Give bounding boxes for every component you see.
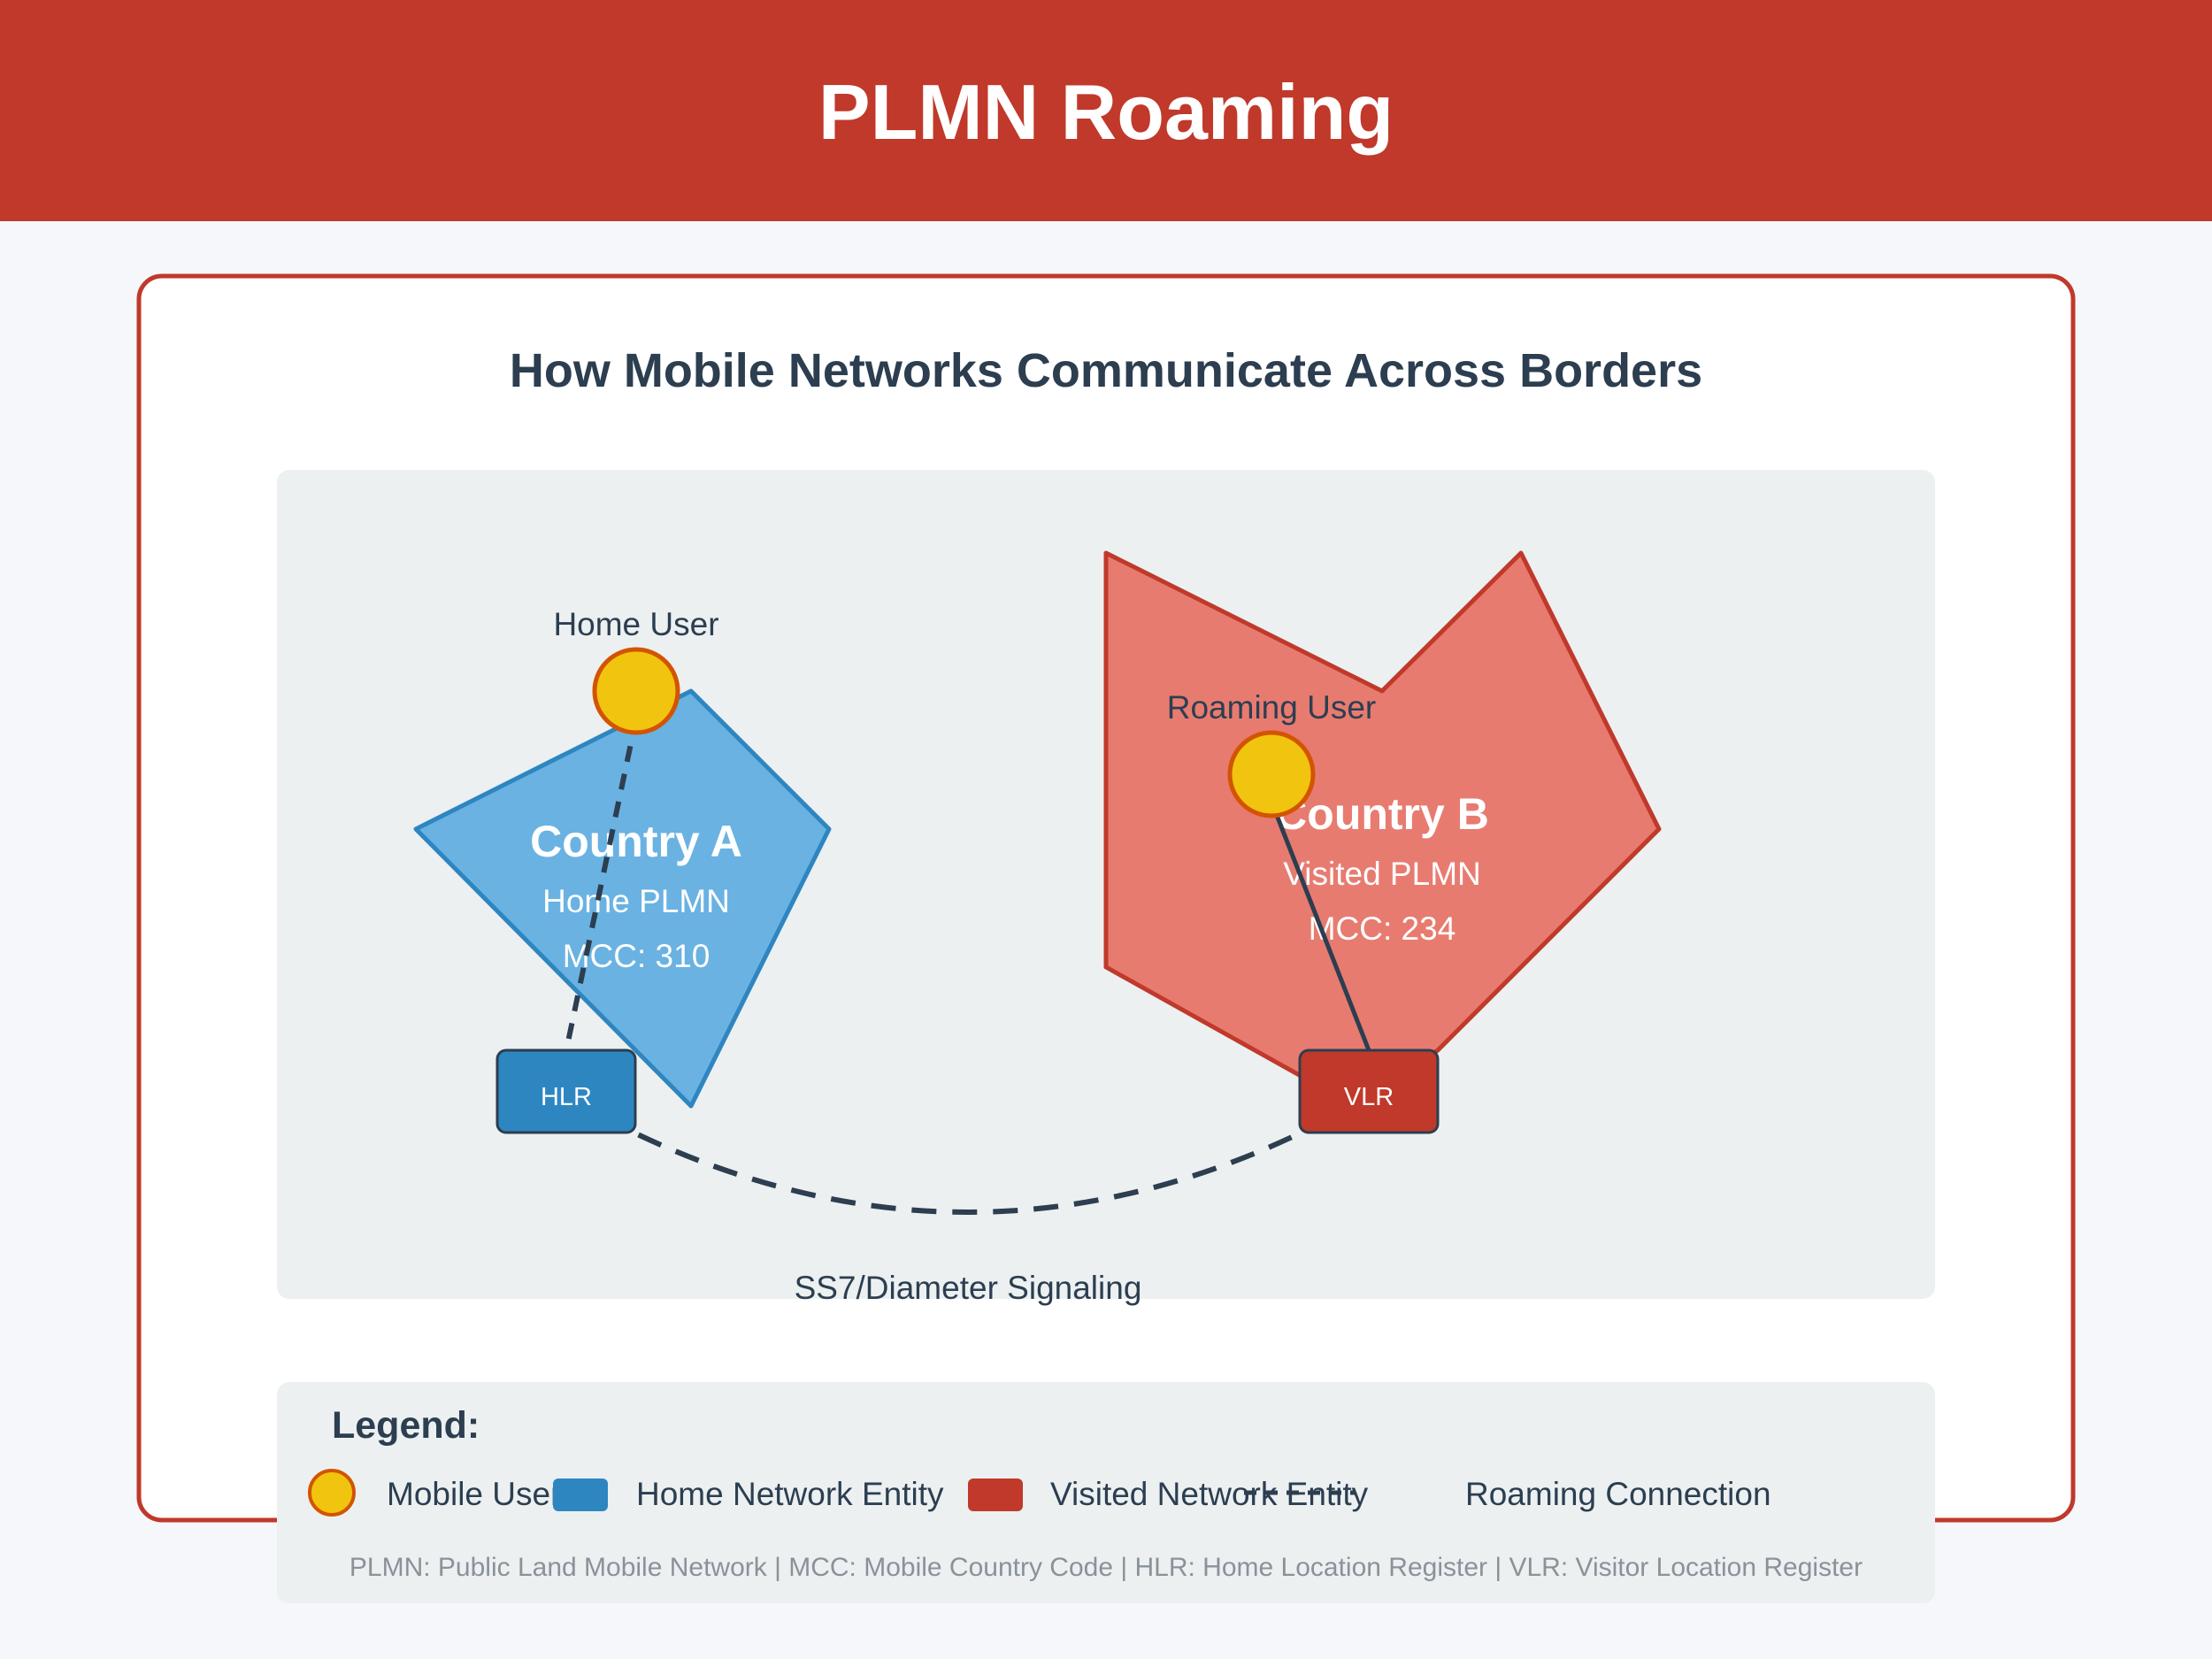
country-b-shape [1103,550,1662,1109]
legend-home-entity-swatch [553,1479,608,1511]
page-title: PLMN Roaming [818,68,1394,156]
signaling-label: SS7/Diameter Signaling [795,1270,1142,1306]
home-user-label: Home User [553,606,718,642]
country-b-mcc: MCC: 234 [1309,910,1456,947]
country-b-network: Visited PLMN [1283,856,1480,892]
country-b-name: Country B [1275,789,1489,839]
country-a-shape [413,688,832,1109]
home-user-icon[interactable] [592,647,680,735]
roaming-user-label: Roaming User [1167,689,1376,726]
vlr-node[interactable] [1298,1048,1440,1134]
legend-mobile-user-icon [308,1469,356,1517]
legend-title: Legend: [332,1404,480,1447]
signaling-curve [565,1094,1371,1215]
legend-visited-entity-swatch [968,1479,1023,1511]
roaming-user-icon[interactable] [1227,730,1316,818]
legend-visited-entity-label: Visited Network Entity [1050,1476,1369,1512]
legend-mobile-user-label: Mobile User [387,1476,561,1512]
diagram-subtitle: How Mobile Networks Communicate Across B… [510,344,1702,397]
country-a-network: Home PLMN [542,883,730,919]
legend-panel [277,1382,1935,1603]
hlr-label: HLR [541,1083,592,1111]
vlr-label: VLR [1344,1083,1394,1111]
legend-footnote: PLMN: Public Land Mobile Network | MCC: … [349,1553,1863,1582]
legend-roaming-label: Roaming Connection [1465,1476,1771,1512]
country-a-name: Country A [530,817,742,866]
roaming-user-vlr-link [1269,801,1371,1051]
header-banner [0,0,2212,221]
hlr-node[interactable] [495,1048,637,1134]
legend-home-entity-label: Home Network Entity [636,1476,944,1512]
